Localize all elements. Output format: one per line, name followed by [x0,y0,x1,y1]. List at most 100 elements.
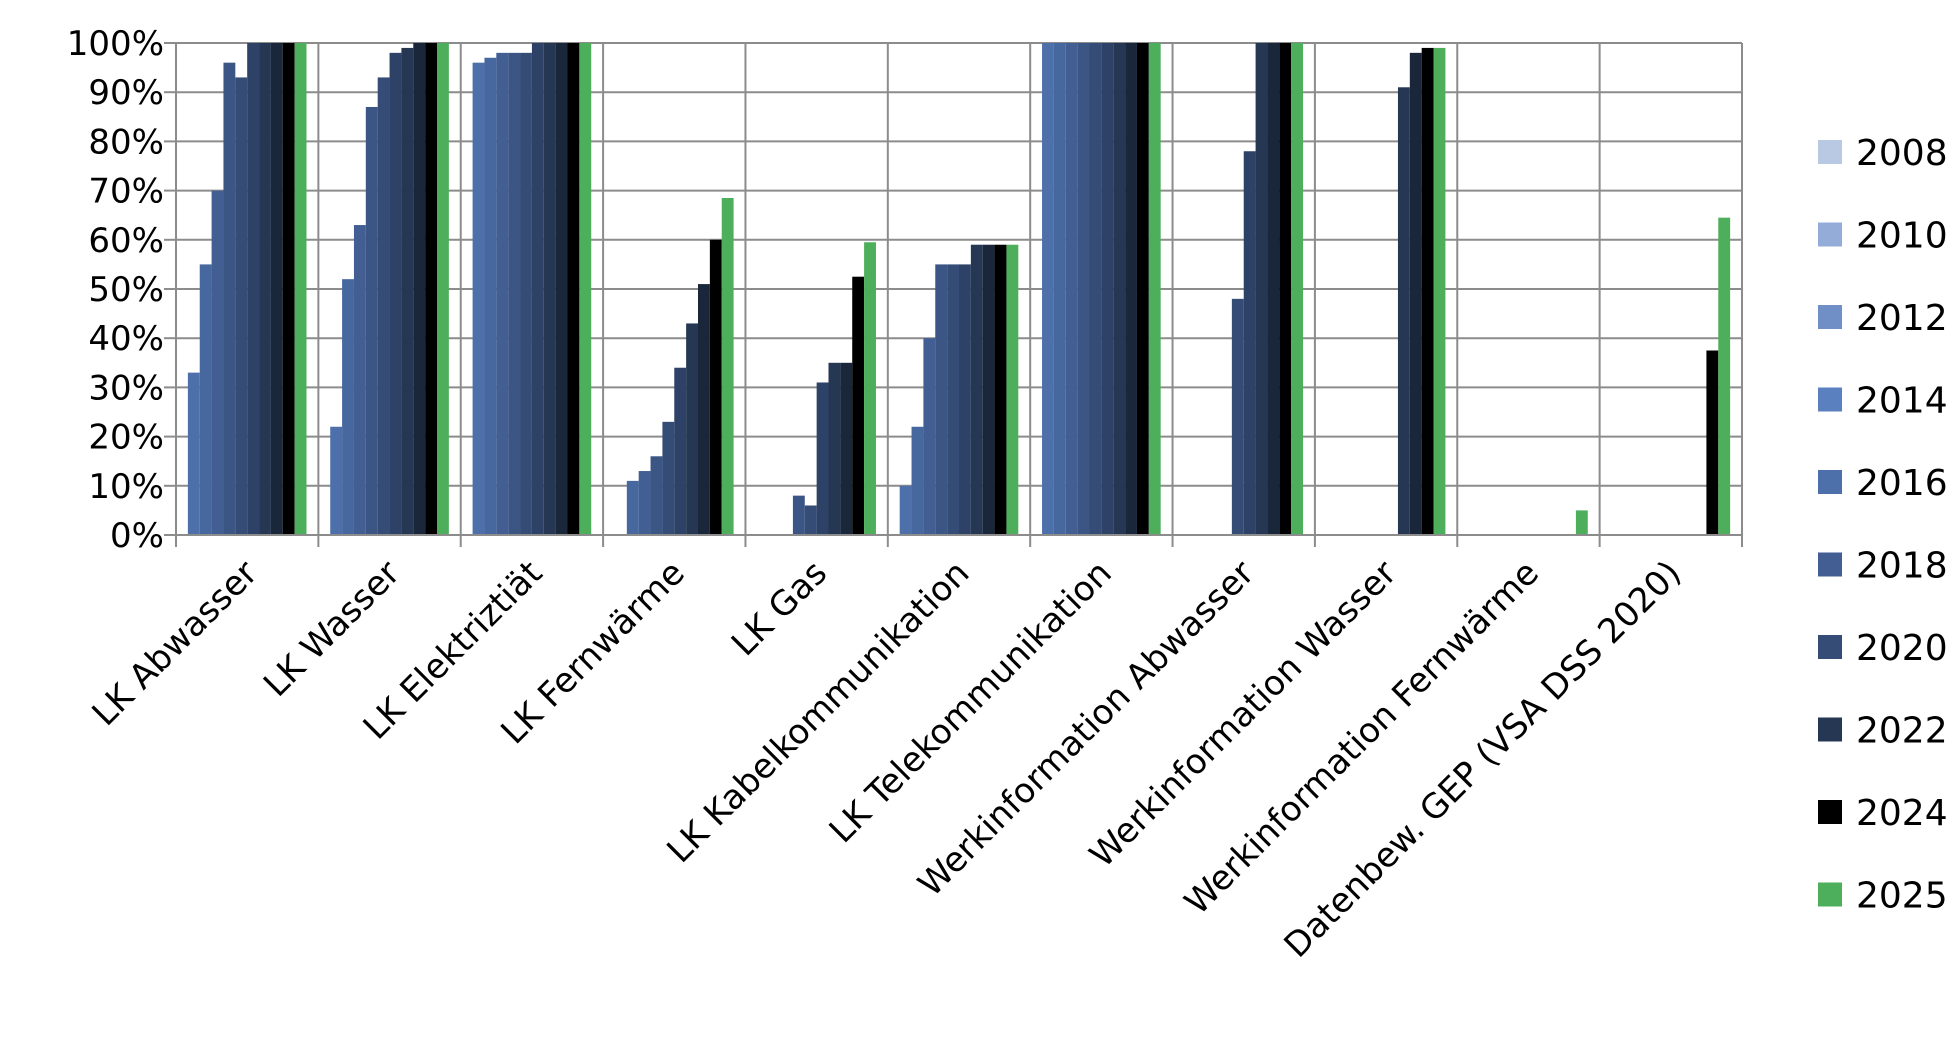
bar [555,43,568,535]
y-tick-label: 20% [88,418,164,458]
bar [899,485,912,535]
bar [970,244,983,535]
legend-label: 2022 [1856,711,1948,752]
bar [247,43,260,535]
bar [828,362,841,535]
legend-label: 2020 [1856,628,1948,669]
legend-swatch [1818,552,1842,577]
y-tick-label: 80% [88,122,164,162]
bar [816,382,829,535]
bar [1706,350,1719,535]
bar [520,52,532,536]
legend-swatch [1818,387,1842,412]
legend-label: 2008 [1856,133,1948,174]
y-tick-label: 0% [110,516,164,556]
bar [1279,43,1292,535]
bar [1113,43,1126,535]
legend-label: 2016 [1856,463,1948,504]
y-tick-labels: 0% 10% 20% 30% 40% 50% 60% 70% 80% 90% 100% [67,24,164,556]
bar [674,367,687,535]
bar [1101,43,1114,535]
bar [662,421,675,535]
bar [709,239,722,536]
bar [223,62,236,536]
bar [1042,43,1054,535]
x-tick-label: LK Telekommunikation [822,553,1120,851]
bar [947,264,959,535]
bar [1291,43,1304,535]
bar [270,43,283,535]
bar [342,279,354,535]
bar [1053,43,1066,535]
bar [496,52,509,536]
bar [472,62,485,536]
bar [626,480,639,535]
bar [698,284,710,535]
bar [1421,47,1434,536]
bar [1243,151,1256,536]
bar [923,338,936,535]
bar [804,505,817,535]
bar [1433,47,1446,536]
legend-swatch [1818,222,1842,247]
bar [1255,43,1268,535]
legend: 2008 2010 2012 2014 2016 2018 2020 2022 2024 2025 [1818,133,1948,917]
bar [187,372,200,535]
bar [365,106,378,536]
bar [330,426,343,535]
y-tick-label: 90% [88,73,164,113]
legend-label: 2018 [1856,546,1948,587]
bar [1077,43,1090,535]
legend-label: 2012 [1856,298,1948,339]
legend-swatch [1818,470,1842,494]
bar [935,264,948,535]
bar [1136,43,1149,535]
bar [1065,43,1078,535]
bar [437,43,449,535]
bar [235,77,248,535]
x-tick-label: LK Abwasser [85,553,266,734]
bar [840,362,853,535]
bar [579,43,592,535]
bar [1125,43,1137,535]
bar [1718,217,1731,535]
bar [1575,510,1588,535]
legend-swatch [1818,717,1842,742]
bar [401,47,414,536]
bar [911,426,924,535]
legend-swatch [1818,882,1842,907]
bar [721,197,734,536]
bar [353,225,366,536]
bar [508,52,521,536]
bars [187,43,1731,536]
bar [199,264,212,535]
legend-label: 2024 [1856,793,1948,834]
x-tick-label: LK Gas [724,553,835,664]
bar [1397,87,1410,535]
y-tick-label: 70% [88,172,164,212]
bar [294,43,307,535]
bar [994,244,1007,535]
legend-swatch [1818,635,1842,659]
axes [164,42,1743,547]
legend-swatch [1818,800,1842,824]
bar [377,77,390,535]
x-tick-label: LK Wasser [256,553,408,705]
bar [1409,52,1422,536]
bar [1006,244,1019,535]
legend-label: 2025 [1856,876,1948,917]
bar [1231,298,1244,535]
bar [852,276,865,535]
y-tick-label: 100% [67,24,164,64]
bar [1089,43,1102,535]
y-tick-label: 40% [88,319,164,359]
y-tick-label: 30% [88,368,164,408]
bar [567,43,580,535]
bar [389,52,402,536]
bar [650,456,663,535]
legend-label: 2010 [1856,216,1948,257]
bar [211,190,224,535]
bar [531,43,544,535]
bar [638,471,651,535]
bar [864,242,876,535]
